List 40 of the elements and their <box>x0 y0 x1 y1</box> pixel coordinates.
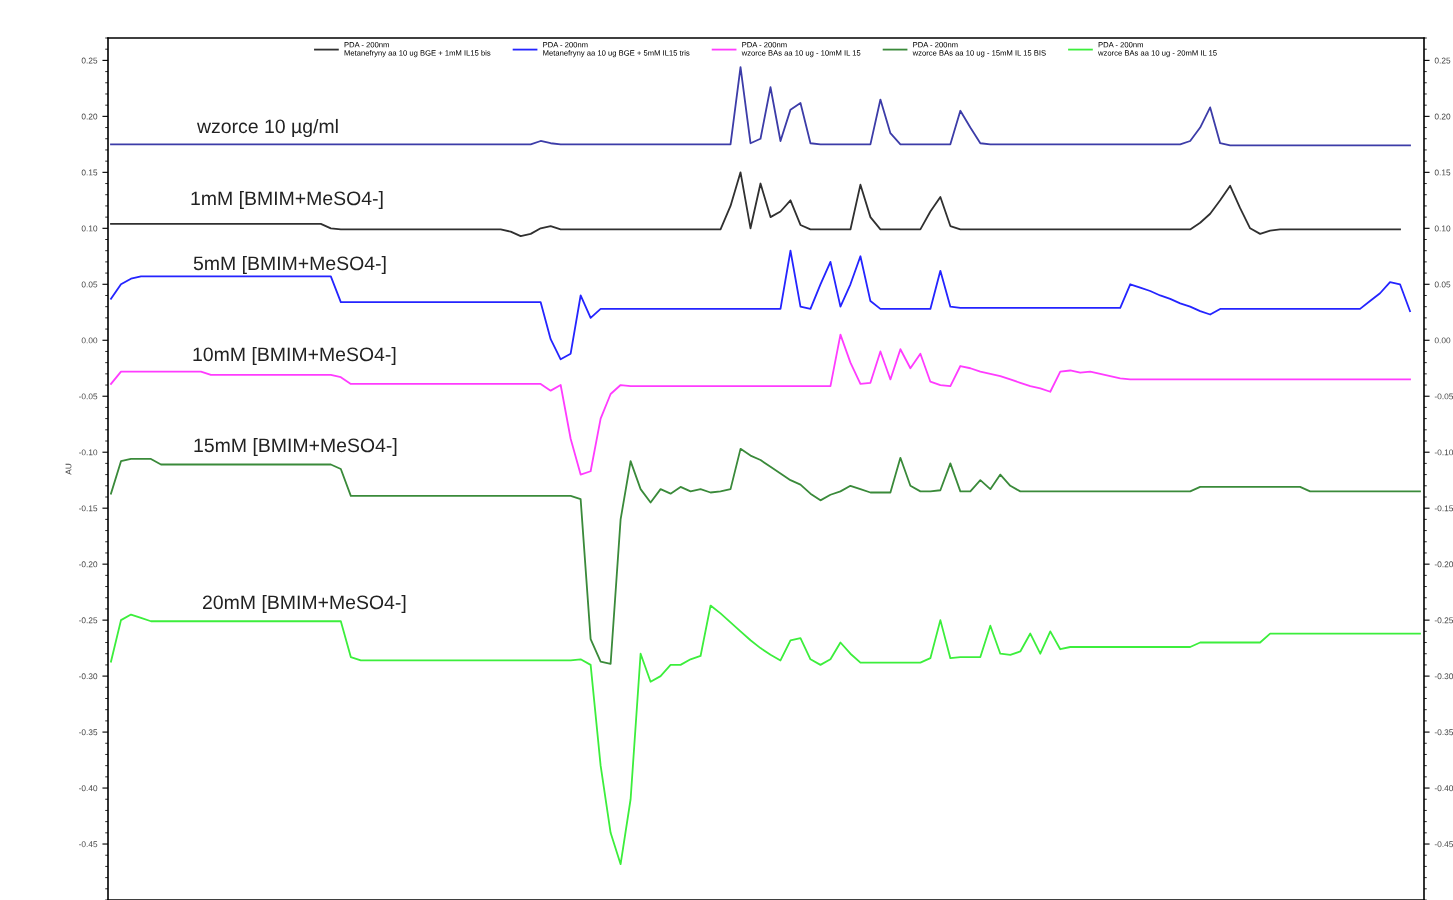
annotation: 1mM [BMIM+MeSO4-] <box>191 190 383 210</box>
y-tick-label: 0.15 <box>81 169 98 176</box>
y2-tick-label: -0.35 <box>1434 729 1453 736</box>
annotation: wzorce 10 µg/ml <box>196 118 338 138</box>
annotation: 15mM [BMIM+MeSO4-] <box>194 437 397 457</box>
y2-tick-label: 0.25 <box>1434 57 1451 64</box>
y2-tick-label: 0.15 <box>1434 169 1451 176</box>
y-tick-label: 0.25 <box>81 57 98 64</box>
y-tick-label: -0.20 <box>78 561 98 568</box>
y-tick-label: -0.35 <box>78 729 98 736</box>
y-tick-label: -0.30 <box>78 673 98 680</box>
annotation: 20mM [BMIM+MeSO4-] <box>202 594 406 614</box>
y2-tick-label: 0.20 <box>1434 113 1451 120</box>
annotation: 10mM [BMIM+MeSO4-] <box>193 346 396 366</box>
y-tick-label: -0.45 <box>78 841 98 848</box>
y-tick-label: -0.40 <box>78 785 98 792</box>
y2-tick-label: -0.20 <box>1434 561 1453 568</box>
y2-tick-label: -0.40 <box>1434 785 1453 792</box>
y-tick-label: 0.00 <box>81 337 98 344</box>
y2-tick-label: -0.15 <box>1434 505 1453 512</box>
y2-tick-label: 0.05 <box>1434 281 1451 288</box>
line-series <box>110 333 1411 476</box>
y-axis-title: AU <box>65 463 72 475</box>
annotation: 5mM [BMIM+MeSO4-] <box>193 255 386 275</box>
y2-tick-label: 0.00 <box>1434 337 1451 344</box>
y-tick-label: 0.10 <box>81 225 98 232</box>
y-tick-label: 0.05 <box>81 281 98 288</box>
y2-tick-label: -0.45 <box>1434 841 1453 848</box>
y2-tick-label: -0.05 <box>1434 393 1453 400</box>
line-series <box>110 66 1411 147</box>
y2-tick-label: -0.10 <box>1434 449 1453 456</box>
y2-tick-label: 0.10 <box>1434 225 1451 232</box>
line-series <box>110 171 1401 238</box>
y-tick-label: -0.25 <box>78 617 98 624</box>
y-tick-label: -0.05 <box>78 393 98 400</box>
y-tick-label: -0.10 <box>78 449 98 456</box>
y-tick-label: 0.20 <box>81 113 98 120</box>
y2-tick-label: -0.30 <box>1434 673 1453 680</box>
y2-tick-label: -0.25 <box>1434 617 1453 624</box>
y-tick-label: -0.15 <box>78 505 98 512</box>
